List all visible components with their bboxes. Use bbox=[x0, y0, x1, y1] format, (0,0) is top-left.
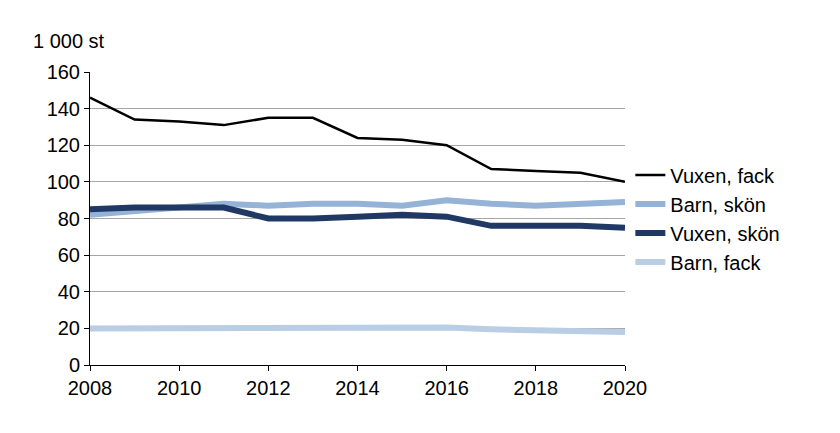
svg-text:2012: 2012 bbox=[246, 377, 291, 399]
svg-text:20: 20 bbox=[58, 317, 80, 339]
svg-text:2020: 2020 bbox=[603, 377, 648, 399]
svg-text:0: 0 bbox=[69, 354, 80, 376]
svg-text:1 000 st: 1 000 st bbox=[33, 30, 105, 52]
svg-text:2010: 2010 bbox=[157, 377, 202, 399]
svg-text:2016: 2016 bbox=[424, 377, 469, 399]
svg-text:Barn, fack: Barn, fack bbox=[670, 252, 761, 274]
svg-text:2014: 2014 bbox=[335, 377, 380, 399]
svg-text:120: 120 bbox=[47, 134, 80, 156]
svg-text:100: 100 bbox=[47, 171, 80, 193]
svg-text:Barn, skön: Barn, skön bbox=[670, 194, 766, 216]
svg-text:2008: 2008 bbox=[68, 377, 113, 399]
svg-text:Vuxen, skön: Vuxen, skön bbox=[670, 223, 779, 245]
svg-text:Vuxen, fack: Vuxen, fack bbox=[670, 165, 775, 187]
svg-text:60: 60 bbox=[58, 244, 80, 266]
svg-text:140: 140 bbox=[47, 98, 80, 120]
svg-text:2018: 2018 bbox=[514, 377, 559, 399]
svg-text:160: 160 bbox=[47, 61, 80, 83]
svg-text:80: 80 bbox=[58, 208, 80, 230]
svg-text:40: 40 bbox=[58, 281, 80, 303]
